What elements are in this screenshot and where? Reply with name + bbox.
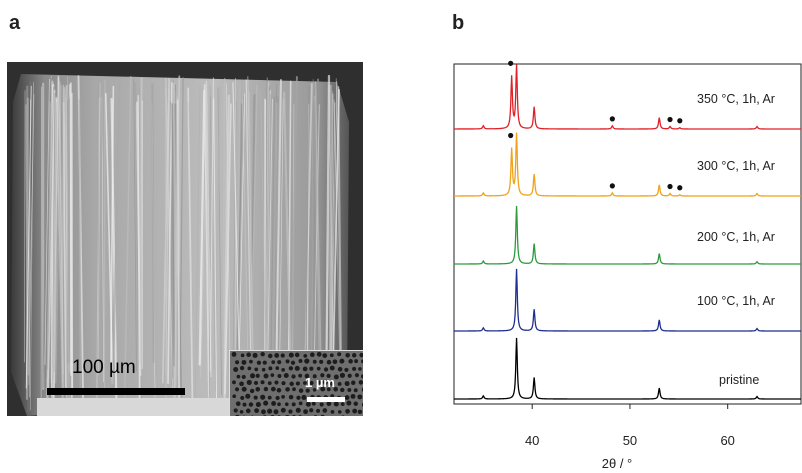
sem-fibre-texture	[7, 62, 363, 416]
phase-marker	[609, 183, 615, 189]
main-scale-bar	[47, 388, 185, 395]
trace-label-0: pristine	[719, 373, 759, 387]
x-axis-label: 2θ / °	[602, 456, 633, 471]
plot-frame	[453, 63, 802, 405]
phase-markers	[508, 60, 683, 191]
x-tick-label: 50	[623, 433, 637, 448]
xrd-trace-3	[454, 132, 801, 197]
inset-scale-bar	[307, 397, 345, 402]
inset-scale-label: 1 µm	[305, 375, 335, 390]
x-tick-label: 60	[720, 433, 734, 448]
trace-label-4: 350 °C, 1h, Ar	[697, 92, 775, 106]
sem-micrograph	[7, 62, 363, 416]
panel-a-label: a	[9, 12, 21, 34]
phase-marker	[667, 116, 673, 123]
xrd-trace-1	[454, 268, 801, 332]
xrd-trace-4	[454, 64, 801, 130]
phase-marker	[609, 116, 615, 122]
xrd-trace-2	[454, 205, 801, 265]
phase-marker	[677, 118, 683, 124]
trace-label-1: 100 °C, 1h, Ar	[697, 294, 775, 308]
x-axis-ticks: 40 50 60	[525, 404, 735, 448]
main-scale-label: 100 µm	[72, 357, 136, 378]
phase-marker	[508, 60, 514, 66]
xrd-trace-0	[454, 337, 801, 400]
trace-labels: pristine 100 °C, 1h, Ar 200 °C, 1h, Ar 300 …	[697, 92, 775, 387]
sem-inset-image	[229, 350, 363, 416]
trace-label-3: 300 °C, 1h, Ar	[697, 159, 775, 173]
trace-label-2: 200 °C, 1h, Ar	[697, 230, 775, 244]
phase-marker	[508, 132, 514, 139]
phase-marker	[667, 183, 673, 190]
panel-b-label: b	[452, 12, 465, 34]
phase-marker	[677, 185, 683, 191]
x-tick-label: 40	[525, 433, 539, 448]
xrd-traces	[454, 64, 801, 400]
